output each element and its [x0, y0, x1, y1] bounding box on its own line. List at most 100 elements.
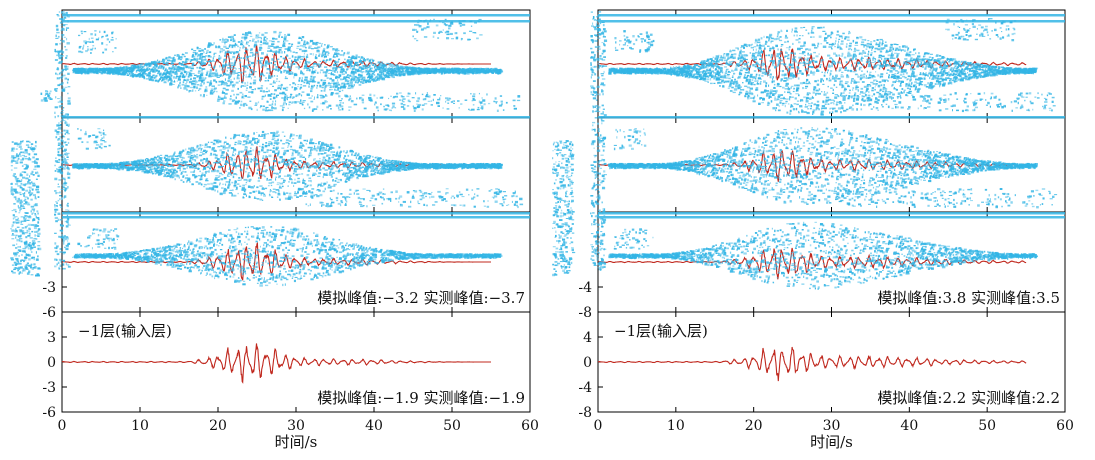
noise-speck: [348, 178, 350, 181]
noise-speck: [178, 62, 182, 65]
noise-speck: [292, 51, 296, 53]
noise-speck: [219, 50, 223, 53]
noise-speck: [383, 75, 387, 77]
noise-speck: [236, 93, 240, 96]
noise-speck: [214, 61, 216, 63]
noise-speck: [343, 84, 347, 87]
noise-speck: [438, 165, 441, 167]
noise-speck: [299, 48, 302, 51]
noise-speck: [211, 170, 215, 173]
noise-speck: [138, 75, 141, 78]
noise-speck: [263, 39, 267, 42]
noise-speck: [244, 32, 247, 35]
y-tick-label: -6: [42, 405, 56, 421]
noise-speck: [319, 71, 321, 74]
noise-speck: [104, 69, 107, 71]
noise-speck: [185, 65, 188, 67]
noise-speck: [150, 77, 153, 79]
noise-speck: [182, 75, 185, 77]
noise-speck: [178, 57, 181, 60]
noise-speck: [296, 45, 300, 47]
noise-speck: [202, 162, 204, 164]
noise-speck: [279, 47, 283, 49]
noise-speck: [206, 157, 208, 160]
noise-speck: [236, 76, 239, 79]
noise-speck: [260, 57, 264, 59]
noise-speck: [196, 76, 199, 78]
noise-speck: [294, 58, 297, 61]
noise-speck: [265, 40, 268, 42]
noise-speck: [215, 154, 218, 157]
noise-speck: [385, 170, 388, 173]
noise-speck: [390, 170, 392, 173]
noise-speck: [271, 106, 273, 107]
noise-speck: [382, 63, 386, 66]
noise-speck: [260, 72, 264, 76]
noise-speck: [288, 43, 291, 45]
noise-speck: [268, 72, 271, 74]
noise-speck: [332, 180, 334, 182]
noise-speck: [233, 93, 235, 96]
noise-speck: [333, 74, 336, 76]
noise-speck: [91, 70, 94, 72]
noise-speck: [79, 68, 83, 71]
noise-speck: [180, 63, 184, 66]
noise-speck: [271, 103, 274, 106]
noise-speck: [213, 181, 217, 184]
y-tick-label: 0: [583, 355, 592, 371]
x-axis-label: 时间/s: [810, 433, 853, 451]
noise-speck: [186, 80, 188, 83]
noise-speck: [288, 71, 293, 73]
noise-speck: [306, 93, 310, 96]
noise-speck: [296, 180, 301, 183]
noise-speck: [397, 71, 401, 74]
noise-speck: [340, 78, 343, 81]
noise-speck: [291, 154, 294, 157]
noise-speck: [189, 165, 192, 168]
noise-speck: [248, 140, 253, 143]
noise-speck: [229, 84, 232, 86]
waveform-trace: [597, 48, 1027, 81]
waveform-trace: [61, 44, 491, 83]
noise-speck: [84, 71, 86, 74]
noise-speck: [253, 45, 256, 48]
noise-speck: [328, 173, 332, 176]
noise-speck: [199, 48, 202, 50]
noise-speck: [293, 73, 298, 77]
noise-speck: [136, 64, 140, 67]
noise-speck: [337, 171, 340, 174]
noise-speck: [281, 65, 285, 67]
noise-speck: [220, 48, 224, 50]
noise-speck: [254, 41, 258, 44]
noise-speck: [386, 74, 389, 77]
noise-speck: [203, 62, 206, 65]
noise-speck: [294, 101, 297, 104]
noise-speck: [215, 175, 218, 177]
noise-speck: [259, 76, 262, 79]
noise-speck: [235, 188, 238, 191]
noise-speck: [245, 74, 247, 76]
noise-speck: [224, 54, 226, 57]
noise-speck: [294, 72, 297, 75]
noise-speck: [312, 67, 315, 69]
noise-speck: [376, 66, 380, 69]
noise-speck: [254, 156, 256, 158]
noise-speck: [323, 79, 327, 82]
noise-speck: [373, 162, 376, 165]
noise-speck: [257, 150, 261, 153]
noise-speck: [301, 39, 303, 42]
noise-speck: [244, 48, 248, 51]
noise-speck: [170, 57, 174, 59]
noise-speck: [302, 45, 306, 48]
noise-speck: [176, 67, 180, 69]
noise-speck: [308, 165, 313, 168]
noise-speck: [283, 180, 286, 182]
noise-speck: [204, 58, 207, 61]
noise-speck: [318, 65, 322, 68]
noise-speck: [93, 163, 96, 165]
noise-speck: [263, 36, 267, 38]
noise-speck: [256, 60, 259, 63]
noise-speck: [247, 31, 251, 34]
noise-speck: [209, 83, 212, 86]
noise-speck: [385, 159, 389, 162]
